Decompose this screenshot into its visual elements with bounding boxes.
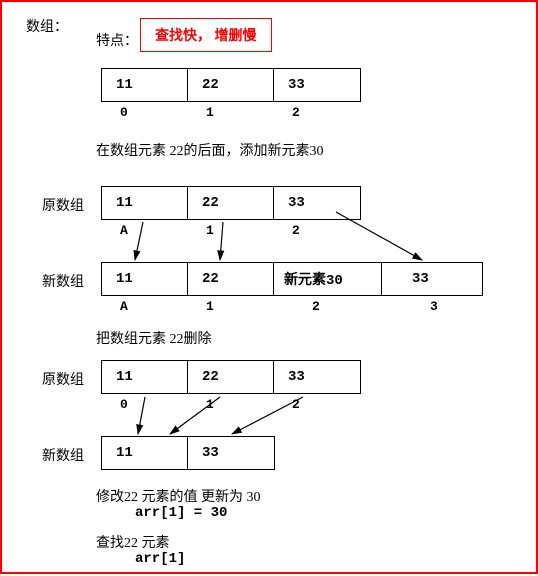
ins-new-idx: 1 (206, 299, 214, 314)
insert-desc: 在数组元素 22的后面，添加新元素30 (96, 140, 324, 160)
array1-idx: 1 (206, 105, 214, 120)
ins-orig-idx: 2 (292, 223, 300, 238)
del-desc: 把数组元素 22删除 (96, 328, 212, 348)
ins-new-idx: 2 (312, 299, 320, 314)
del-orig-idx: 0 (120, 397, 128, 412)
update-desc: 修改22 元素的值 更新为 30 (96, 486, 261, 506)
find-code: arr[1] (135, 551, 185, 567)
ins-orig-row: 11 22 33 (101, 186, 361, 220)
ins-orig-idx: 1 (206, 223, 214, 238)
array1-row: 11 22 33 (101, 68, 361, 102)
del-new-row: 11 33 (101, 436, 275, 470)
array1-idx: 2 (292, 105, 300, 120)
ins-orig-cell: 22 (188, 187, 274, 219)
del-orig-cell: 22 (188, 361, 274, 393)
ins-new-cell: 22 (188, 263, 274, 295)
update-code: arr[1] = 30 (135, 505, 227, 521)
new-label-2: 新数组 (42, 445, 84, 465)
del-orig-cell: 11 (102, 361, 188, 393)
feature-box: 查找快， 增删慢 (140, 18, 272, 52)
array1-idx: 0 (120, 105, 128, 120)
find-desc: 查找22 元素 (96, 532, 170, 552)
array1-cell: 22 (188, 69, 274, 101)
del-new-cell: 33 (188, 437, 274, 469)
del-orig-idx: 1 (206, 397, 214, 412)
ins-new-idx: 3 (430, 299, 438, 314)
feature-label: 特点： (96, 30, 138, 50)
array1-cell: 33 (274, 69, 360, 101)
orig-label-1: 原数组 (42, 195, 84, 215)
ins-orig-cell: 33 (274, 187, 360, 219)
del-orig-idx: 2 (292, 397, 300, 412)
diagram-frame: 数组： 特点： 查找快， 增删慢 11 22 33 0 1 2 在数组元素 22… (0, 0, 538, 574)
del-new-cell: 11 (102, 437, 188, 469)
ins-orig-cell: 11 (102, 187, 188, 219)
ins-orig-idx: A (120, 223, 128, 238)
new-label-1: 新数组 (42, 271, 84, 291)
ins-new-cell: 新元素30 (274, 263, 382, 295)
del-orig-cell: 33 (274, 361, 360, 393)
title: 数组： (26, 16, 68, 36)
ins-new-cell: 11 (102, 263, 188, 295)
ins-new-row: 11 22 新元素30 33 (101, 262, 483, 296)
orig-label-2: 原数组 (42, 369, 84, 389)
ins-new-idx: A (120, 299, 128, 314)
array1-cell: 11 (102, 69, 188, 101)
del-orig-row: 11 22 33 (101, 360, 361, 394)
ins-new-cell: 33 (382, 263, 482, 295)
